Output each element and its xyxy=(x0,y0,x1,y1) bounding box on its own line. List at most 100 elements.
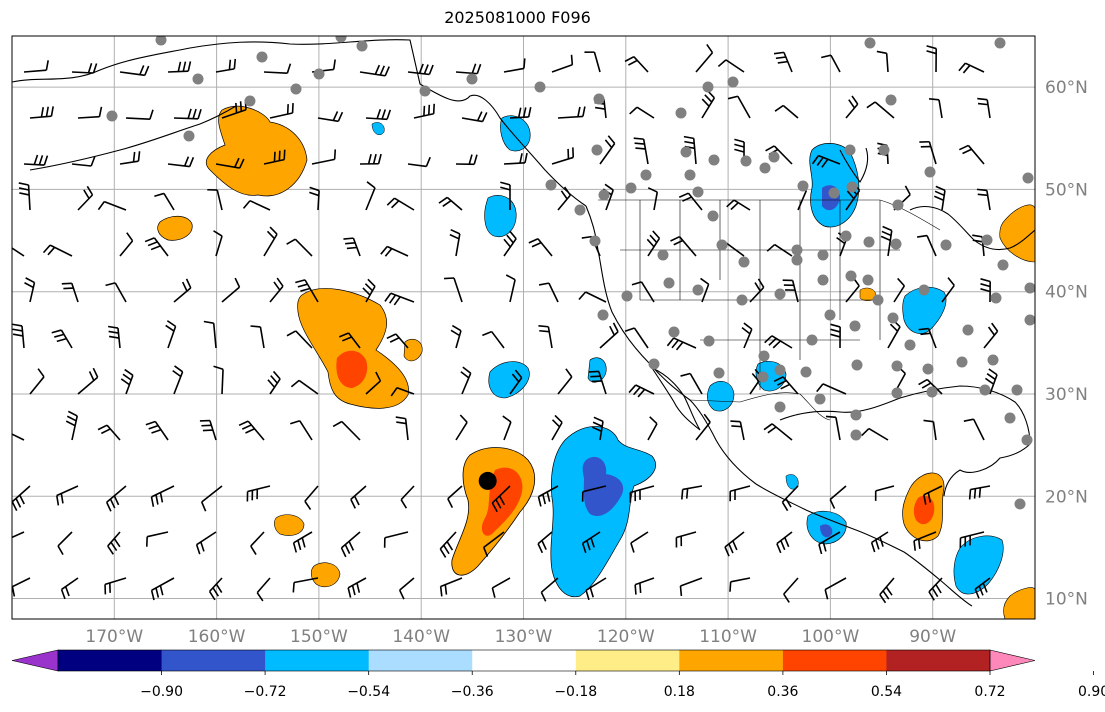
positive-anomaly-region xyxy=(274,514,305,536)
lat-tick-label: 50°N xyxy=(1045,180,1088,200)
station-dot xyxy=(625,182,637,194)
colorbar-tick-label: −0.54 xyxy=(347,684,390,700)
longitude-labels: 170°W 160°W 150°W 140°W 130°W 120°W 110°W 100°W… xyxy=(85,627,956,647)
wind-barb xyxy=(292,577,319,593)
station-dot xyxy=(192,73,204,85)
wind-barb xyxy=(675,531,697,548)
colorbar-extend-low xyxy=(11,649,59,672)
wind-barb xyxy=(173,108,202,120)
wind-barb xyxy=(208,577,223,601)
wind-barb xyxy=(221,277,241,303)
wind-barb xyxy=(250,325,265,349)
wind-barb xyxy=(941,277,955,303)
station-dot xyxy=(244,95,256,107)
wind-barb xyxy=(332,420,361,441)
coastlines xyxy=(12,39,1035,607)
station-dot xyxy=(924,166,936,178)
wind-barb xyxy=(928,98,943,119)
wind-barb xyxy=(980,278,991,303)
wind-barb xyxy=(647,187,659,211)
station-dot xyxy=(774,401,786,413)
colorbar-tick-label: −0.36 xyxy=(451,684,494,700)
lon-tick-label: 100°W xyxy=(802,627,860,647)
wind-barb xyxy=(923,485,943,505)
wind-barb xyxy=(51,329,73,349)
wind-barb xyxy=(365,181,376,211)
station-dot xyxy=(918,284,930,296)
wind-barb xyxy=(365,108,392,121)
station-dot xyxy=(891,387,903,399)
wind-barb xyxy=(729,577,751,592)
wind-barb xyxy=(825,415,841,441)
coastline-alaska xyxy=(12,39,587,207)
lat-tick-label: 40°N xyxy=(1045,283,1088,303)
station-dot xyxy=(850,429,862,441)
wind-barb xyxy=(213,365,224,395)
wind-barb xyxy=(631,281,655,303)
wind-barb xyxy=(29,106,54,119)
wind-barb xyxy=(764,335,793,349)
wind-barb xyxy=(18,182,31,211)
wind-barb xyxy=(267,370,281,395)
wind-barb xyxy=(774,104,799,119)
wind-barb xyxy=(928,577,943,601)
wind-barb xyxy=(926,45,938,73)
wind-barb xyxy=(630,531,649,553)
station-dot xyxy=(791,254,803,266)
station-dot xyxy=(591,144,603,156)
station-dot xyxy=(1011,384,1023,396)
wind-barb xyxy=(629,485,655,503)
map-frame xyxy=(11,35,1036,620)
wind-barb xyxy=(380,245,409,257)
station-dot xyxy=(990,292,1002,304)
colorbar-swatch xyxy=(161,650,266,671)
station-dot xyxy=(738,256,750,268)
wind-barb xyxy=(482,531,505,557)
wind-barb xyxy=(591,416,604,441)
positive-anomaly-core xyxy=(913,495,935,525)
lat-tick-label: 60°N xyxy=(1045,78,1088,98)
wind-barb xyxy=(449,228,461,257)
wind-barb xyxy=(551,54,574,73)
wind-barb xyxy=(634,577,655,595)
colorbar-frame xyxy=(57,649,991,672)
station-dot xyxy=(1014,498,1026,510)
station-dot xyxy=(1024,314,1035,326)
wind-barb xyxy=(24,277,36,303)
wind-barb xyxy=(730,420,745,441)
wind-barb xyxy=(509,369,523,395)
station-dot xyxy=(849,320,861,332)
wind-barb xyxy=(215,157,245,169)
station-dot xyxy=(844,144,856,156)
colorbar-swatch xyxy=(782,650,887,671)
wind-barb xyxy=(199,419,217,441)
lon-tick-label: 90°W xyxy=(909,627,956,647)
wind-barb xyxy=(666,337,697,351)
wind-barb xyxy=(119,232,134,257)
wind-barb xyxy=(107,531,121,555)
wind-barb xyxy=(763,423,793,441)
station-dot xyxy=(904,339,916,351)
negative-anomaly-region xyxy=(707,381,735,412)
wind-barb xyxy=(581,485,607,502)
lon-tick-label: 170°W xyxy=(85,627,143,647)
wind-barb xyxy=(958,144,985,165)
map-panel xyxy=(11,35,1036,620)
wind-barb xyxy=(557,186,572,211)
station-dot xyxy=(846,181,858,193)
wind-barb xyxy=(977,97,991,119)
station-dot xyxy=(716,239,728,251)
station-dots xyxy=(106,36,1035,510)
station-dot xyxy=(981,234,993,246)
wind-barb xyxy=(97,200,127,211)
wind-barb xyxy=(917,234,937,257)
negative-anomaly-region xyxy=(484,195,517,238)
wind-barb xyxy=(599,322,619,349)
station-dot xyxy=(892,199,904,211)
colorbar-swatch xyxy=(58,650,163,671)
colorbar-extend-high xyxy=(989,649,1036,672)
wind-barb xyxy=(482,330,505,349)
wind-barb xyxy=(77,367,99,395)
wind-barb xyxy=(213,230,223,257)
wind-barb xyxy=(509,106,532,119)
